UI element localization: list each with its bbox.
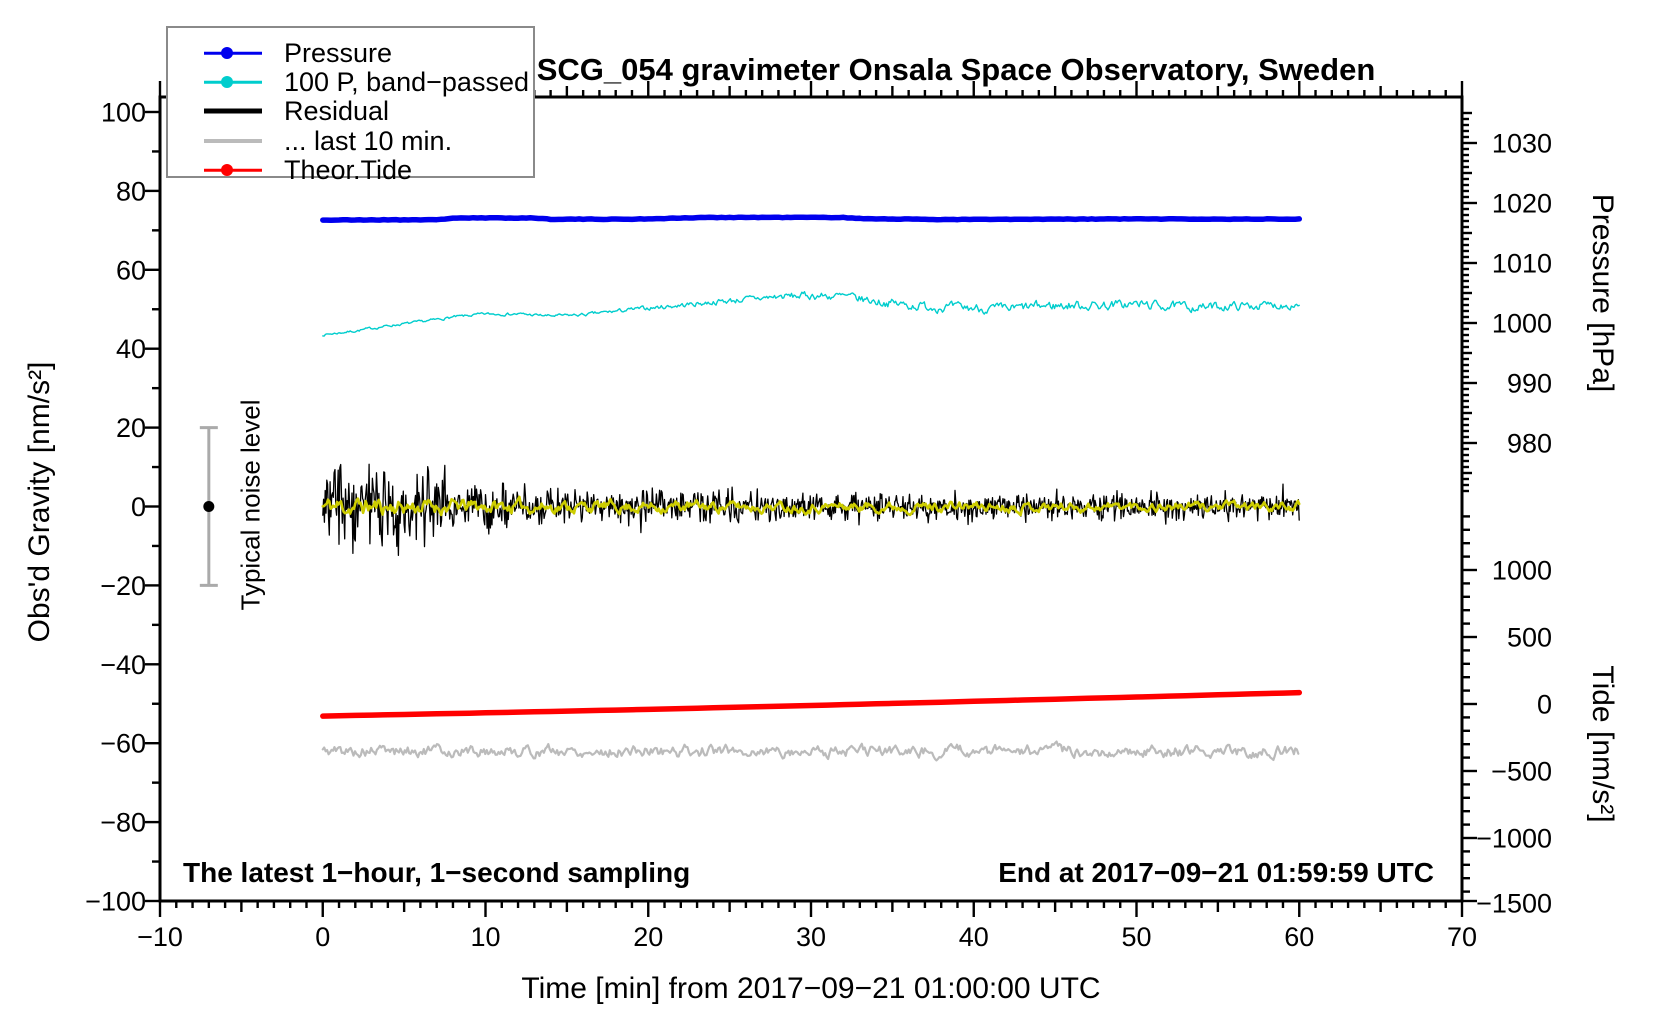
legend-label: ... last 10 min. bbox=[284, 126, 453, 156]
legend-dot bbox=[221, 164, 233, 176]
x-axis-title: Time [min] from 2017−09−21 01:00:00 UTC bbox=[521, 972, 1101, 1005]
legend-label: Residual bbox=[284, 96, 390, 126]
gravity-tick-label: −80 bbox=[100, 808, 146, 838]
legend-dot bbox=[221, 76, 233, 88]
legend-line-sample bbox=[204, 168, 262, 172]
tide-tick-label: −1000 bbox=[1476, 824, 1552, 854]
x-tick-label: 10 bbox=[470, 922, 500, 952]
series-pressure bbox=[320, 214, 1303, 223]
gravity-tick-label: −40 bbox=[100, 650, 146, 680]
tide-tick-label: 0 bbox=[1537, 690, 1552, 720]
series-last_10_min bbox=[321, 740, 1300, 762]
legend-item-band-passed: 100 P, band−passed bbox=[168, 67, 533, 97]
x-tick-label: 30 bbox=[796, 922, 826, 952]
pressure-tick-label: 990 bbox=[1507, 369, 1552, 399]
legend-line-sample bbox=[204, 80, 262, 84]
noise-level-label: Typical noise level bbox=[235, 399, 266, 611]
y-axis-title-gravity: Obs'd Gravity [nm/s²] bbox=[23, 361, 56, 643]
gravity-tick-label: 100 bbox=[101, 98, 146, 128]
gravity-tick-label: 60 bbox=[116, 255, 146, 285]
legend-item-residual: Residual bbox=[168, 96, 533, 126]
gravity-tick-label: −100 bbox=[85, 887, 146, 917]
chart-title: SCG_054 gravimeter Onsala Space Observat… bbox=[536, 52, 1376, 87]
y-axis-title-pressure: Pressure [hPa] bbox=[1586, 193, 1619, 393]
x-tick-label: 50 bbox=[1121, 922, 1151, 952]
series-residual_smoothed bbox=[321, 495, 1301, 517]
gravity-tick-label: 20 bbox=[116, 413, 146, 443]
sampling-annotation: The latest 1−hour, 1−second sampling bbox=[183, 857, 691, 888]
pressure-tick-label: 980 bbox=[1507, 429, 1552, 459]
pressure-tick-label: 1010 bbox=[1492, 249, 1552, 279]
x-tick-label: 40 bbox=[959, 922, 989, 952]
y-axis-title-tide: Tide [nm/s²] bbox=[1586, 665, 1619, 823]
legend-item-last-10-min: ... last 10 min. bbox=[168, 126, 533, 156]
tide-tick-label: 1000 bbox=[1492, 556, 1552, 586]
pressure-tick-label: 1000 bbox=[1492, 309, 1552, 339]
x-tick-label: −10 bbox=[137, 922, 183, 952]
legend-item-pressure: Pressure bbox=[168, 38, 533, 68]
gravity-tick-label: 40 bbox=[116, 334, 146, 364]
legend-line-sample bbox=[204, 51, 262, 55]
end-time-annotation: End at 2017−09−21 01:59:59 UTC bbox=[998, 857, 1434, 888]
legend-item-theor-tide: Theor.Tide bbox=[168, 155, 533, 185]
legend-label: 100 P, band−passed bbox=[284, 67, 529, 97]
legend-box: Pressure 100 P, band−passed Residual ...… bbox=[166, 26, 535, 185]
x-tick-label: 60 bbox=[1284, 922, 1314, 952]
gravity-tick-label: 80 bbox=[116, 176, 146, 206]
gravity-tick-label: 0 bbox=[131, 492, 146, 522]
gravity-tick-label: −20 bbox=[100, 571, 146, 601]
x-tick-label: 20 bbox=[633, 922, 663, 952]
series-band_passed_pressure bbox=[322, 291, 1300, 337]
tide-tick-label: 500 bbox=[1507, 623, 1552, 653]
tide-tick-label: −500 bbox=[1491, 757, 1552, 787]
series-theor_tide bbox=[320, 689, 1303, 719]
tide-tick-label: −1500 bbox=[1476, 889, 1552, 919]
x-tick-label: 0 bbox=[315, 922, 330, 952]
legend-line-sample bbox=[204, 139, 262, 143]
x-tick-label: 70 bbox=[1447, 922, 1477, 952]
noise-bar-dot bbox=[203, 501, 215, 512]
pressure-tick-label: 1030 bbox=[1492, 129, 1552, 159]
pressure-tick-label: 1020 bbox=[1492, 189, 1552, 219]
legend-label: Pressure bbox=[284, 38, 393, 68]
legend-label: Theor.Tide bbox=[284, 155, 413, 185]
gravity-tick-label: −60 bbox=[100, 729, 146, 759]
legend-dot bbox=[221, 47, 233, 59]
legend-line-sample bbox=[204, 108, 262, 114]
